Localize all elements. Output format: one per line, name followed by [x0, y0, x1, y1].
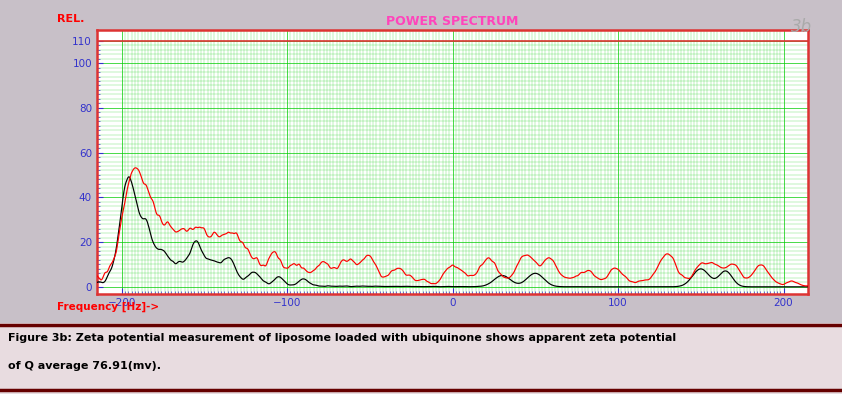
Text: Frequency [Hz]->: Frequency [Hz]-> [57, 301, 159, 312]
Title: POWER SPECTRUM: POWER SPECTRUM [386, 15, 519, 28]
Text: of Q average 76.91(mv).: of Q average 76.91(mv). [8, 361, 162, 370]
Text: Figure 3b: Zeta potential measurement of liposome loaded with ubiquinone shows a: Figure 3b: Zeta potential measurement of… [8, 333, 676, 343]
Text: REL.: REL. [57, 14, 85, 24]
Text: 3b: 3b [791, 18, 813, 36]
